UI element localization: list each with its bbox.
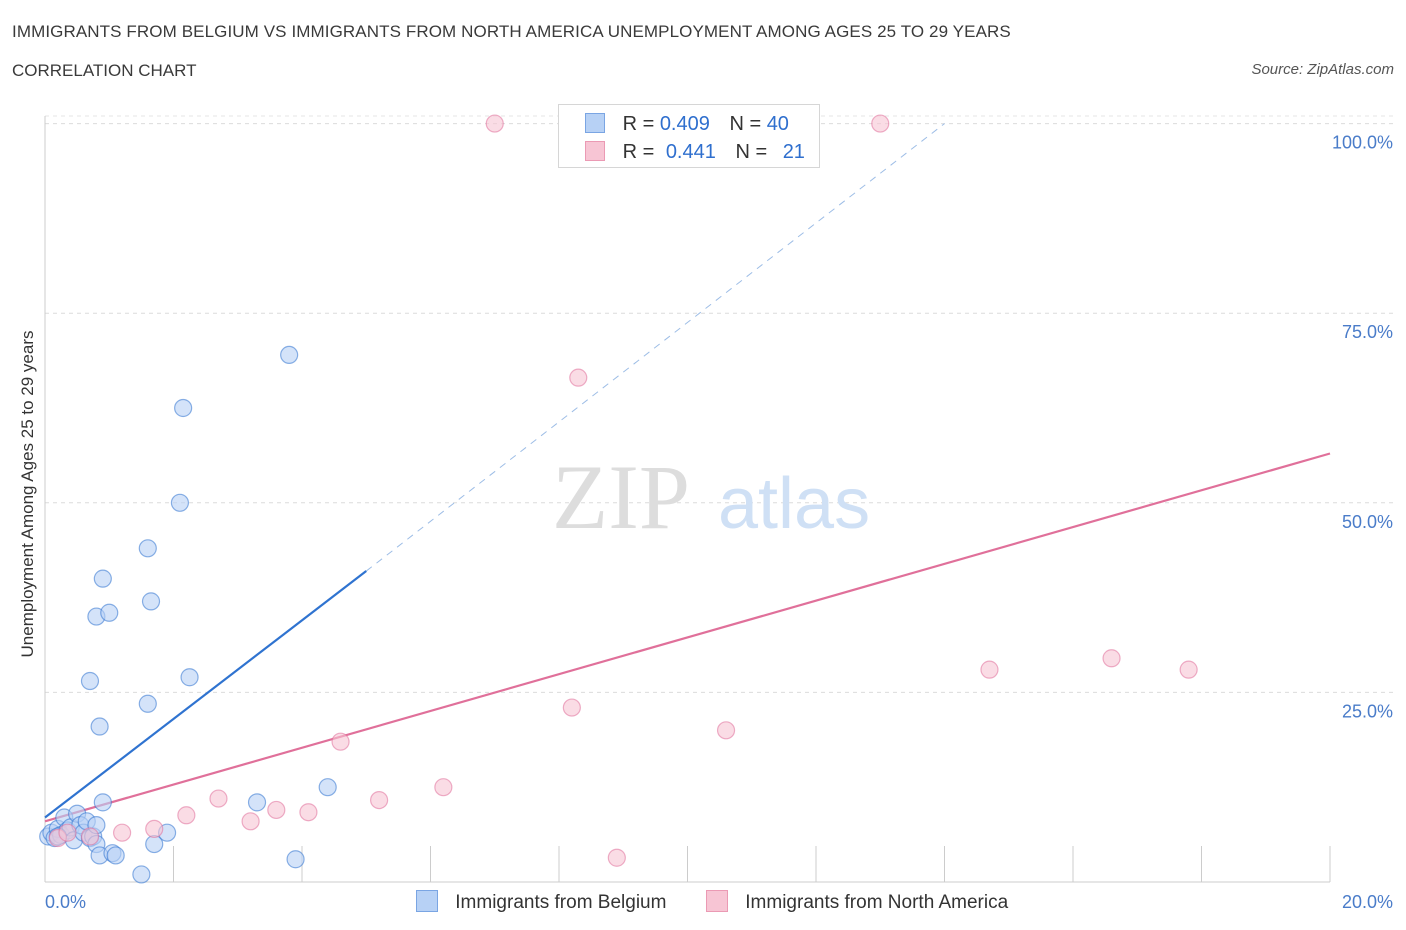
x-tick-labels: 0.0% 20.0% [45, 892, 1393, 912]
data-point-north-america [80, 827, 100, 846]
data-point-north-america [145, 819, 164, 839]
legend-label-belgium: Immigrants from Belgium [455, 892, 667, 913]
trend-lines [44, 123, 1331, 823]
watermark-zip: ZIP [552, 446, 690, 548]
data-point-north-america [299, 803, 318, 822]
trend-line-1 [44, 452, 1331, 823]
data-point-belgium [80, 671, 100, 691]
data-points [39, 114, 1198, 884]
data-point-north-america [112, 823, 132, 842]
chart-title: IMMIGRANTS FROM BELGIUM VS IMMIGRANTS FR… [12, 22, 1011, 41]
data-point-belgium [141, 592, 161, 611]
data-point-north-america [267, 800, 286, 820]
data-point-north-america [370, 790, 389, 810]
source-label: Source: ZipAtlas.com [1251, 61, 1394, 78]
data-point-north-america [569, 368, 588, 387]
legend-label-north-america: Immigrants from North America [745, 892, 1009, 913]
x-tick-label: 0.0% [45, 892, 86, 912]
data-point-north-america [1179, 660, 1198, 679]
data-point-belgium [170, 493, 190, 512]
data-point-belgium [180, 668, 199, 687]
y-tick-labels: 100.0% 75.0% 50.0% 25.0% [1332, 133, 1393, 722]
legend-n-label: N = [729, 113, 762, 135]
y-tick-label: 50.0% [1342, 512, 1393, 532]
data-point-north-america [607, 848, 626, 867]
legend-item-belgium: Immigrants from Belgium [416, 890, 666, 914]
data-point-north-america [716, 721, 736, 740]
y-tick-label: 75.0% [1342, 322, 1393, 342]
y-tick-label: 25.0% [1342, 701, 1393, 721]
legend-item-north-america: Immigrants from North America [706, 890, 1008, 914]
data-point-belgium [138, 694, 157, 713]
data-point-belgium [90, 717, 109, 736]
data-point-belgium [318, 778, 337, 797]
legend-n-label: N = [735, 141, 768, 163]
data-point-north-america [980, 660, 999, 679]
data-point-belgium [138, 539, 157, 558]
data-point-belgium [106, 846, 125, 865]
trend-line-0 [44, 570, 367, 819]
data-point-belgium [132, 865, 151, 884]
correlation-legend: R = 0.409 N = 40 R = 0.441 N = 21 [558, 104, 820, 168]
legend-r-value: 0.409 [659, 113, 710, 135]
trend-extension-0 [365, 123, 945, 572]
data-point-north-america [1102, 649, 1121, 668]
legend-n-value: 40 [766, 113, 789, 135]
data-point-belgium [93, 793, 112, 812]
chart-subtitle: CORRELATION CHART [12, 61, 197, 80]
data-point-belgium [280, 345, 299, 365]
watermark-atlas: atlas [718, 464, 870, 544]
data-point-north-america [485, 114, 504, 133]
legend-n-value: 21 [782, 141, 805, 163]
data-point-north-america [434, 778, 453, 797]
legend-row-belgium: R = 0.409 N = 40 [585, 113, 789, 137]
legend-swatch-blue [585, 113, 605, 133]
legend-swatch-blue [416, 890, 438, 912]
legend-swatch-pink [585, 141, 605, 161]
legend-swatch-pink [706, 890, 728, 912]
data-point-north-america [241, 812, 260, 831]
data-point-north-america [58, 823, 77, 842]
y-tick-label: 100.0% [1332, 133, 1393, 153]
data-point-belgium [247, 793, 267, 812]
data-point-belgium [100, 603, 119, 622]
legend-row-north-america: R = 0.441 N = 21 [585, 141, 805, 165]
y-axis-label: Unemployment Among Ages 25 to 29 years [18, 331, 37, 658]
data-point-belgium [286, 850, 305, 869]
axes [44, 116, 1331, 883]
data-point-north-america [209, 789, 228, 808]
data-point-belgium [174, 398, 193, 418]
grid-lines [45, 115, 1395, 693]
data-point-north-america [871, 114, 890, 133]
legend-r-label: R = [622, 141, 655, 163]
legend-r-label: R = [622, 113, 655, 135]
data-point-north-america [562, 698, 581, 717]
data-point-north-america [177, 806, 196, 825]
data-point-belgium [93, 569, 112, 588]
data-point-north-america [331, 732, 350, 751]
legend-r-value: 0.441 [665, 141, 716, 163]
x-tick-label: 20.0% [1342, 892, 1393, 912]
